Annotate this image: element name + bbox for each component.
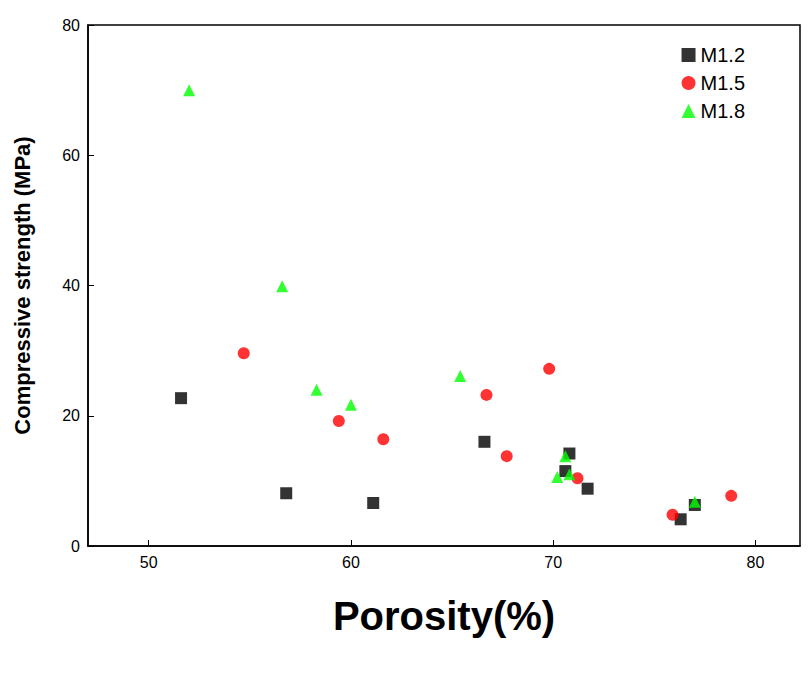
svg-text:80: 80 bbox=[747, 554, 765, 571]
svg-text:M1.2: M1.2 bbox=[701, 44, 745, 66]
svg-text:70: 70 bbox=[544, 554, 562, 571]
svg-text:40: 40 bbox=[62, 277, 80, 294]
svg-text:M1.8: M1.8 bbox=[701, 100, 745, 122]
svg-text:Compressive strength (MPa): Compressive strength (MPa) bbox=[10, 136, 35, 434]
svg-text:60: 60 bbox=[62, 147, 80, 164]
svg-text:60: 60 bbox=[342, 554, 360, 571]
svg-text:0: 0 bbox=[71, 538, 80, 555]
svg-text:M1.5: M1.5 bbox=[701, 72, 745, 94]
svg-text:Porosity(%): Porosity(%) bbox=[333, 594, 555, 638]
svg-text:50: 50 bbox=[140, 554, 158, 571]
svg-text:20: 20 bbox=[62, 407, 80, 424]
svg-text:80: 80 bbox=[62, 17, 80, 34]
